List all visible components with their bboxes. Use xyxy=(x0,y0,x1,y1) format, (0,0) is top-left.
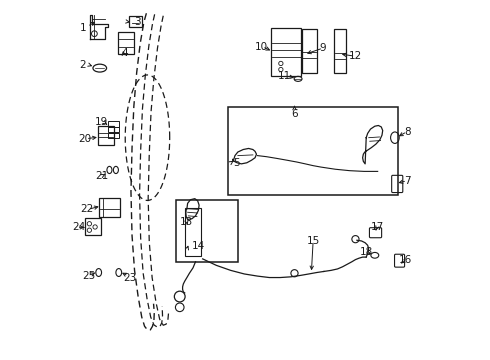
Text: 3: 3 xyxy=(134,17,141,27)
Text: 22: 22 xyxy=(80,204,94,215)
Text: 15: 15 xyxy=(307,236,320,246)
Text: 24: 24 xyxy=(73,222,86,232)
Text: 2: 2 xyxy=(79,60,86,70)
Text: 7: 7 xyxy=(404,176,411,186)
Text: 12: 12 xyxy=(349,51,362,61)
Text: 13: 13 xyxy=(180,217,194,227)
Text: 5: 5 xyxy=(233,158,239,168)
Text: 21: 21 xyxy=(95,171,108,181)
Text: 20: 20 xyxy=(78,134,91,144)
Text: 18: 18 xyxy=(360,247,373,257)
Text: 11: 11 xyxy=(278,71,291,81)
Text: 19: 19 xyxy=(95,117,108,127)
Text: 9: 9 xyxy=(320,43,326,53)
Text: 16: 16 xyxy=(399,255,412,265)
Text: 17: 17 xyxy=(370,222,384,232)
Text: 8: 8 xyxy=(404,127,411,136)
Text: 4: 4 xyxy=(122,48,128,58)
Bar xyxy=(228,107,398,195)
Text: 14: 14 xyxy=(192,241,205,251)
Text: 23: 23 xyxy=(123,273,136,283)
Bar xyxy=(176,200,238,262)
Text: 25: 25 xyxy=(82,271,96,281)
Text: 10: 10 xyxy=(255,42,268,51)
Text: 6: 6 xyxy=(291,109,298,119)
Text: 1: 1 xyxy=(79,23,86,33)
